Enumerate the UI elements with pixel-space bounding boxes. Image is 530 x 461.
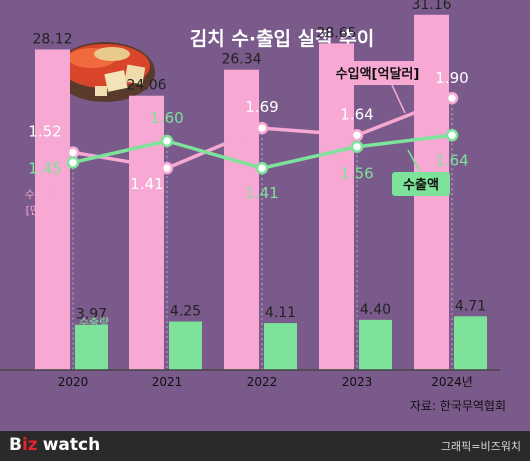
import-volume-label: 24.06: [126, 78, 166, 94]
export-value-label: 1.41: [245, 184, 278, 202]
cabbage-core-icon: [94, 47, 130, 61]
radish-cube-icon: [124, 64, 146, 85]
x-tick-label: 2023: [342, 375, 373, 389]
import-value-label: 1.41: [130, 175, 163, 193]
import-value-label: 1.90: [435, 69, 468, 87]
export-volume-bar: [264, 323, 297, 370]
chart: 김치 수·출입 실적 추이28.123.9724.064.2526.344.11…: [0, 0, 506, 413]
import-callout-leader: [391, 84, 406, 114]
import-value-point: [160, 161, 174, 175]
export-volume-bar: [454, 316, 487, 370]
export-value-label: 1.56: [340, 165, 373, 183]
kimchi-illustration: [55, 42, 155, 102]
export-value-label: 1.60: [150, 109, 183, 127]
import-value-label: 1.64: [340, 105, 373, 123]
radish-cube-icon: [95, 86, 107, 96]
export-value-point: [66, 156, 80, 169]
export-value-point: [445, 129, 459, 142]
import-value-label: 1.52: [28, 122, 61, 140]
import-volume-series-label: 수입량: [25, 188, 55, 201]
x-tick-label: 2022: [247, 375, 278, 389]
import-value-callout: [327, 61, 428, 85]
import-volume-bar: [129, 95, 164, 370]
export-volume-bar: [169, 321, 202, 370]
radish-cube-icon: [104, 70, 128, 92]
x-tick-label: 2020: [58, 375, 89, 389]
export-volume-bar: [359, 319, 392, 370]
import-volume-bar: [319, 43, 354, 370]
export-volume-label: 4.40: [360, 302, 391, 318]
export-volume-series-label: 수출량: [79, 316, 109, 329]
export-value-point: [255, 161, 269, 175]
import-value-series-label: 수입액[억달러]: [336, 66, 420, 82]
import-volume-bar: [35, 49, 70, 370]
import-volume-bar: [224, 69, 259, 370]
export-volume-bar: [75, 324, 108, 370]
import-value-label: 1.69: [245, 98, 278, 116]
import-value-point: [445, 91, 459, 105]
export-value-series-label: 수출액: [403, 177, 439, 193]
import-volume-label: 26.34: [221, 52, 261, 68]
footer-bar: Biz watch 그래픽=비즈워치: [0, 431, 530, 461]
import-value-point: [350, 129, 364, 142]
bizwatch-logo: Biz watch: [9, 435, 101, 455]
import-volume-label: 28.65: [316, 25, 356, 41]
import-volume-label: 31.16: [411, 0, 451, 13]
export-value-point: [350, 140, 364, 153]
import-volume-label: 28.12: [32, 31, 72, 47]
export-volume-label: 4.71: [455, 298, 486, 314]
import-value-point: [255, 121, 269, 135]
export-value-point: [160, 134, 174, 148]
import-volume-unit-label: [만톤]: [26, 204, 55, 217]
export-volume-label: 4.25: [170, 304, 201, 320]
export-value-callout: [392, 172, 450, 196]
export-callout-leader: [407, 149, 421, 173]
export-value-label: 1.64: [435, 151, 468, 169]
export-volume-label: 3.97: [76, 307, 107, 323]
graphic-credit: 그래픽=비즈워치: [440, 440, 521, 453]
x-tick-label: 2024년: [431, 375, 473, 389]
source-label: 자료: 한국무역협회: [410, 399, 506, 413]
export-value-label: 1.45: [28, 159, 61, 177]
import-value-point: [66, 146, 80, 159]
x-tick-label: 2021: [152, 375, 183, 389]
export-volume-label: 4.11: [265, 305, 296, 321]
